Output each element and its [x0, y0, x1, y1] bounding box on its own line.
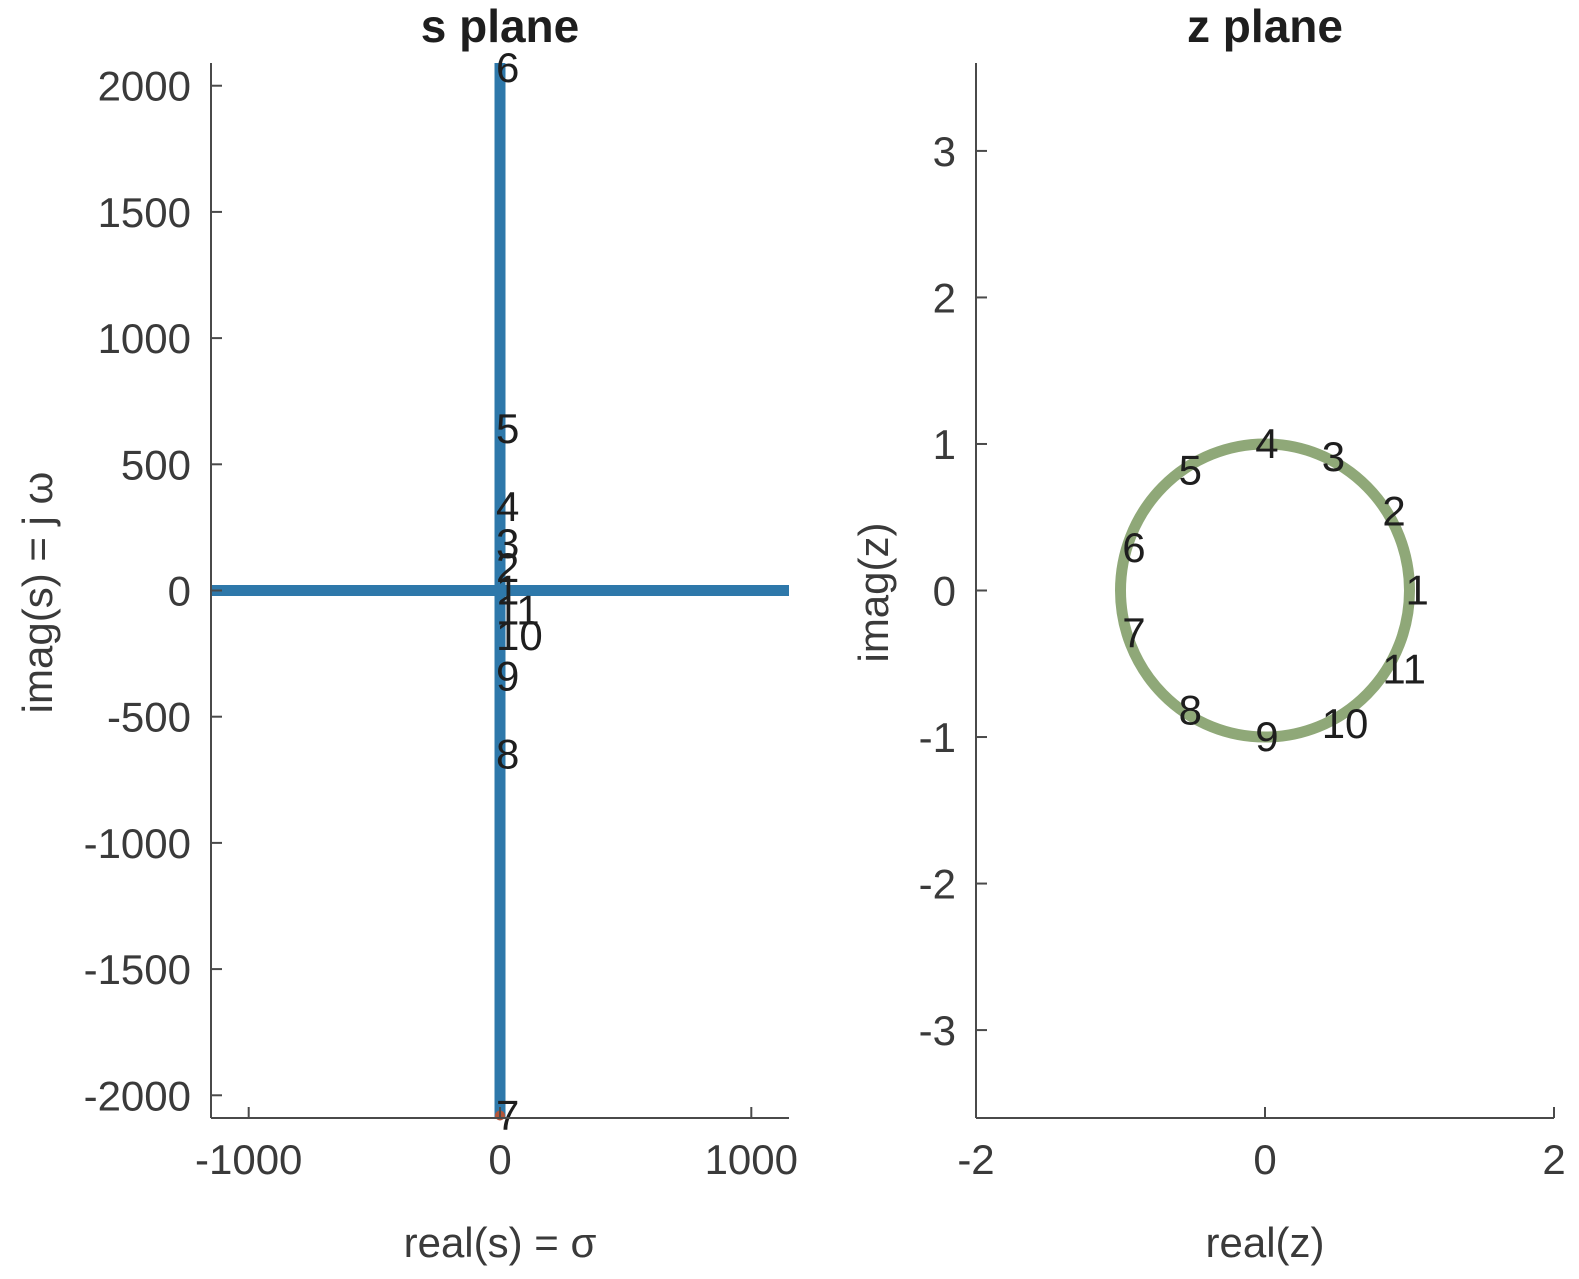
x-tick-label: 0: [1253, 1136, 1276, 1183]
y-tick-label: 0: [933, 568, 956, 615]
point-label: 10: [1322, 700, 1369, 747]
y-axis-label: imag(z): [850, 522, 897, 662]
y-tick-label: -2000: [84, 1072, 191, 1119]
point-label: 4: [496, 483, 519, 530]
point-label: 11: [1382, 646, 1426, 693]
y-tick-label: 2000: [98, 63, 191, 110]
point-label: 9: [496, 652, 519, 699]
marker-point: [495, 63, 505, 74]
y-tick-label: -1: [919, 714, 956, 761]
point-label: 10: [496, 612, 543, 659]
x-tick-label: 0: [488, 1136, 511, 1183]
y-tick-label: -1500: [84, 946, 191, 993]
point-label: 3: [1322, 433, 1345, 480]
y-tick-label: -3: [919, 1007, 956, 1054]
y-tick-label: -1000: [84, 820, 191, 867]
point-label: 2: [1382, 487, 1405, 534]
y-tick-label: 0: [168, 568, 191, 615]
point-label: 8: [496, 731, 519, 778]
x-tick-label: 1000: [705, 1136, 798, 1183]
chart-title: z plane: [1187, 0, 1343, 52]
point-label: 5: [1179, 446, 1202, 493]
chart-title: s plane: [421, 0, 580, 52]
point-label: 1: [496, 567, 519, 614]
point-label: 6: [1122, 524, 1145, 571]
point-label: 4: [1255, 420, 1278, 467]
y-axis-label: imag(s) = j ω: [14, 472, 61, 714]
y-tick-label: -500: [107, 694, 191, 741]
point-label: 2: [496, 544, 519, 591]
point-label: 8: [1179, 687, 1202, 734]
y-tick-label: 2: [933, 274, 956, 321]
point-label: 3: [496, 520, 519, 567]
y-tick-label: 1500: [98, 189, 191, 236]
series-unit-circle: [1115, 438, 1415, 743]
y-tick-label: 1: [933, 421, 956, 468]
point-label: 6: [496, 44, 519, 91]
y-tick-label: 500: [121, 441, 191, 488]
y-tick-label: -2: [919, 861, 956, 908]
y-tick-label: 3: [933, 128, 956, 175]
x-tick-label: 2: [1542, 1136, 1565, 1183]
point-label: 9: [1255, 713, 1278, 760]
point-label: 1: [1406, 567, 1429, 614]
point-label: 11: [496, 587, 540, 634]
point-label: 7: [496, 1091, 519, 1138]
x-tick-label: -1000: [195, 1136, 302, 1183]
x-tick-label: -2: [957, 1136, 994, 1183]
point-label: 7: [1122, 609, 1145, 656]
point-label: 5: [496, 405, 519, 452]
x-axis-label: real(z): [1205, 1219, 1324, 1266]
x-axis-label: real(s) = σ: [404, 1219, 597, 1266]
y-tick-label: 1000: [98, 315, 191, 362]
